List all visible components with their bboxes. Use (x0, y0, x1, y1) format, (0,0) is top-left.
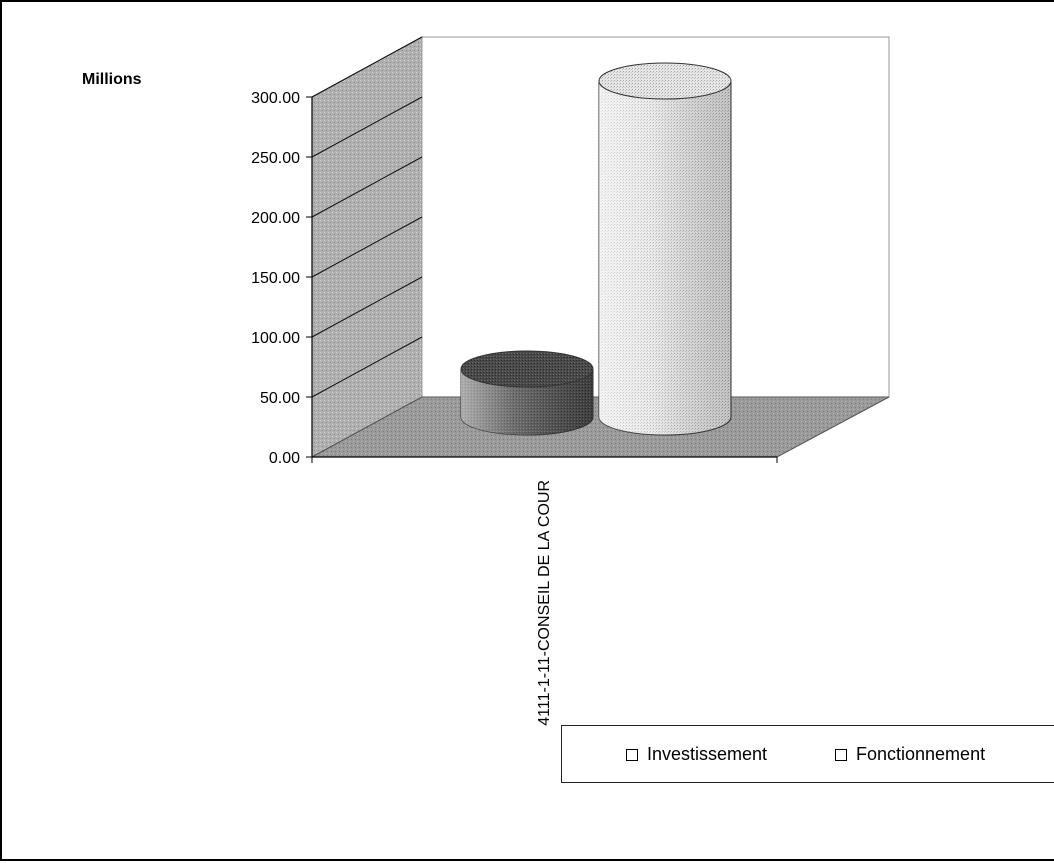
y-tick-label: 250.00 (251, 150, 300, 167)
bar-fonctionnement (598, 62, 732, 436)
y-tick-label: 0.00 (269, 450, 300, 467)
legend-label-investissement: Investissement (647, 744, 768, 764)
bar-top-investissement (460, 350, 594, 388)
y-tick-label: 100.00 (251, 330, 300, 347)
gridline (311, 36, 423, 98)
gridline (311, 336, 423, 398)
legend-item-investissement: Investissement (626, 744, 767, 765)
bar-shade-investissement (461, 369, 593, 435)
legend-swatch-fonctionnement (835, 748, 847, 761)
y-tick-label: 150.00 (251, 270, 300, 287)
bar-top-fonctionnement (598, 62, 732, 100)
legend: Investissement Fonctionnement (561, 725, 1054, 783)
x-category-label: 4111-1-11-CONSEIL DE LA COUR (536, 480, 553, 726)
gridline (311, 216, 423, 278)
y-tick-label: 50.00 (260, 390, 300, 407)
legend-swatch-investissement (626, 748, 638, 761)
gridline (311, 96, 423, 158)
y-tick-label: 200.00 (251, 210, 300, 227)
gridline (311, 156, 423, 218)
unit-label: Millions (82, 71, 142, 88)
y-tick-label: 300.00 (251, 90, 300, 107)
bar-shade-fonctionnement (599, 81, 731, 435)
bar-investissement (460, 350, 594, 436)
legend-label-fonctionnement: Fonctionnement (856, 744, 986, 764)
legend-item-fonctionnement: Fonctionnement (835, 744, 985, 765)
gridline (311, 276, 423, 338)
